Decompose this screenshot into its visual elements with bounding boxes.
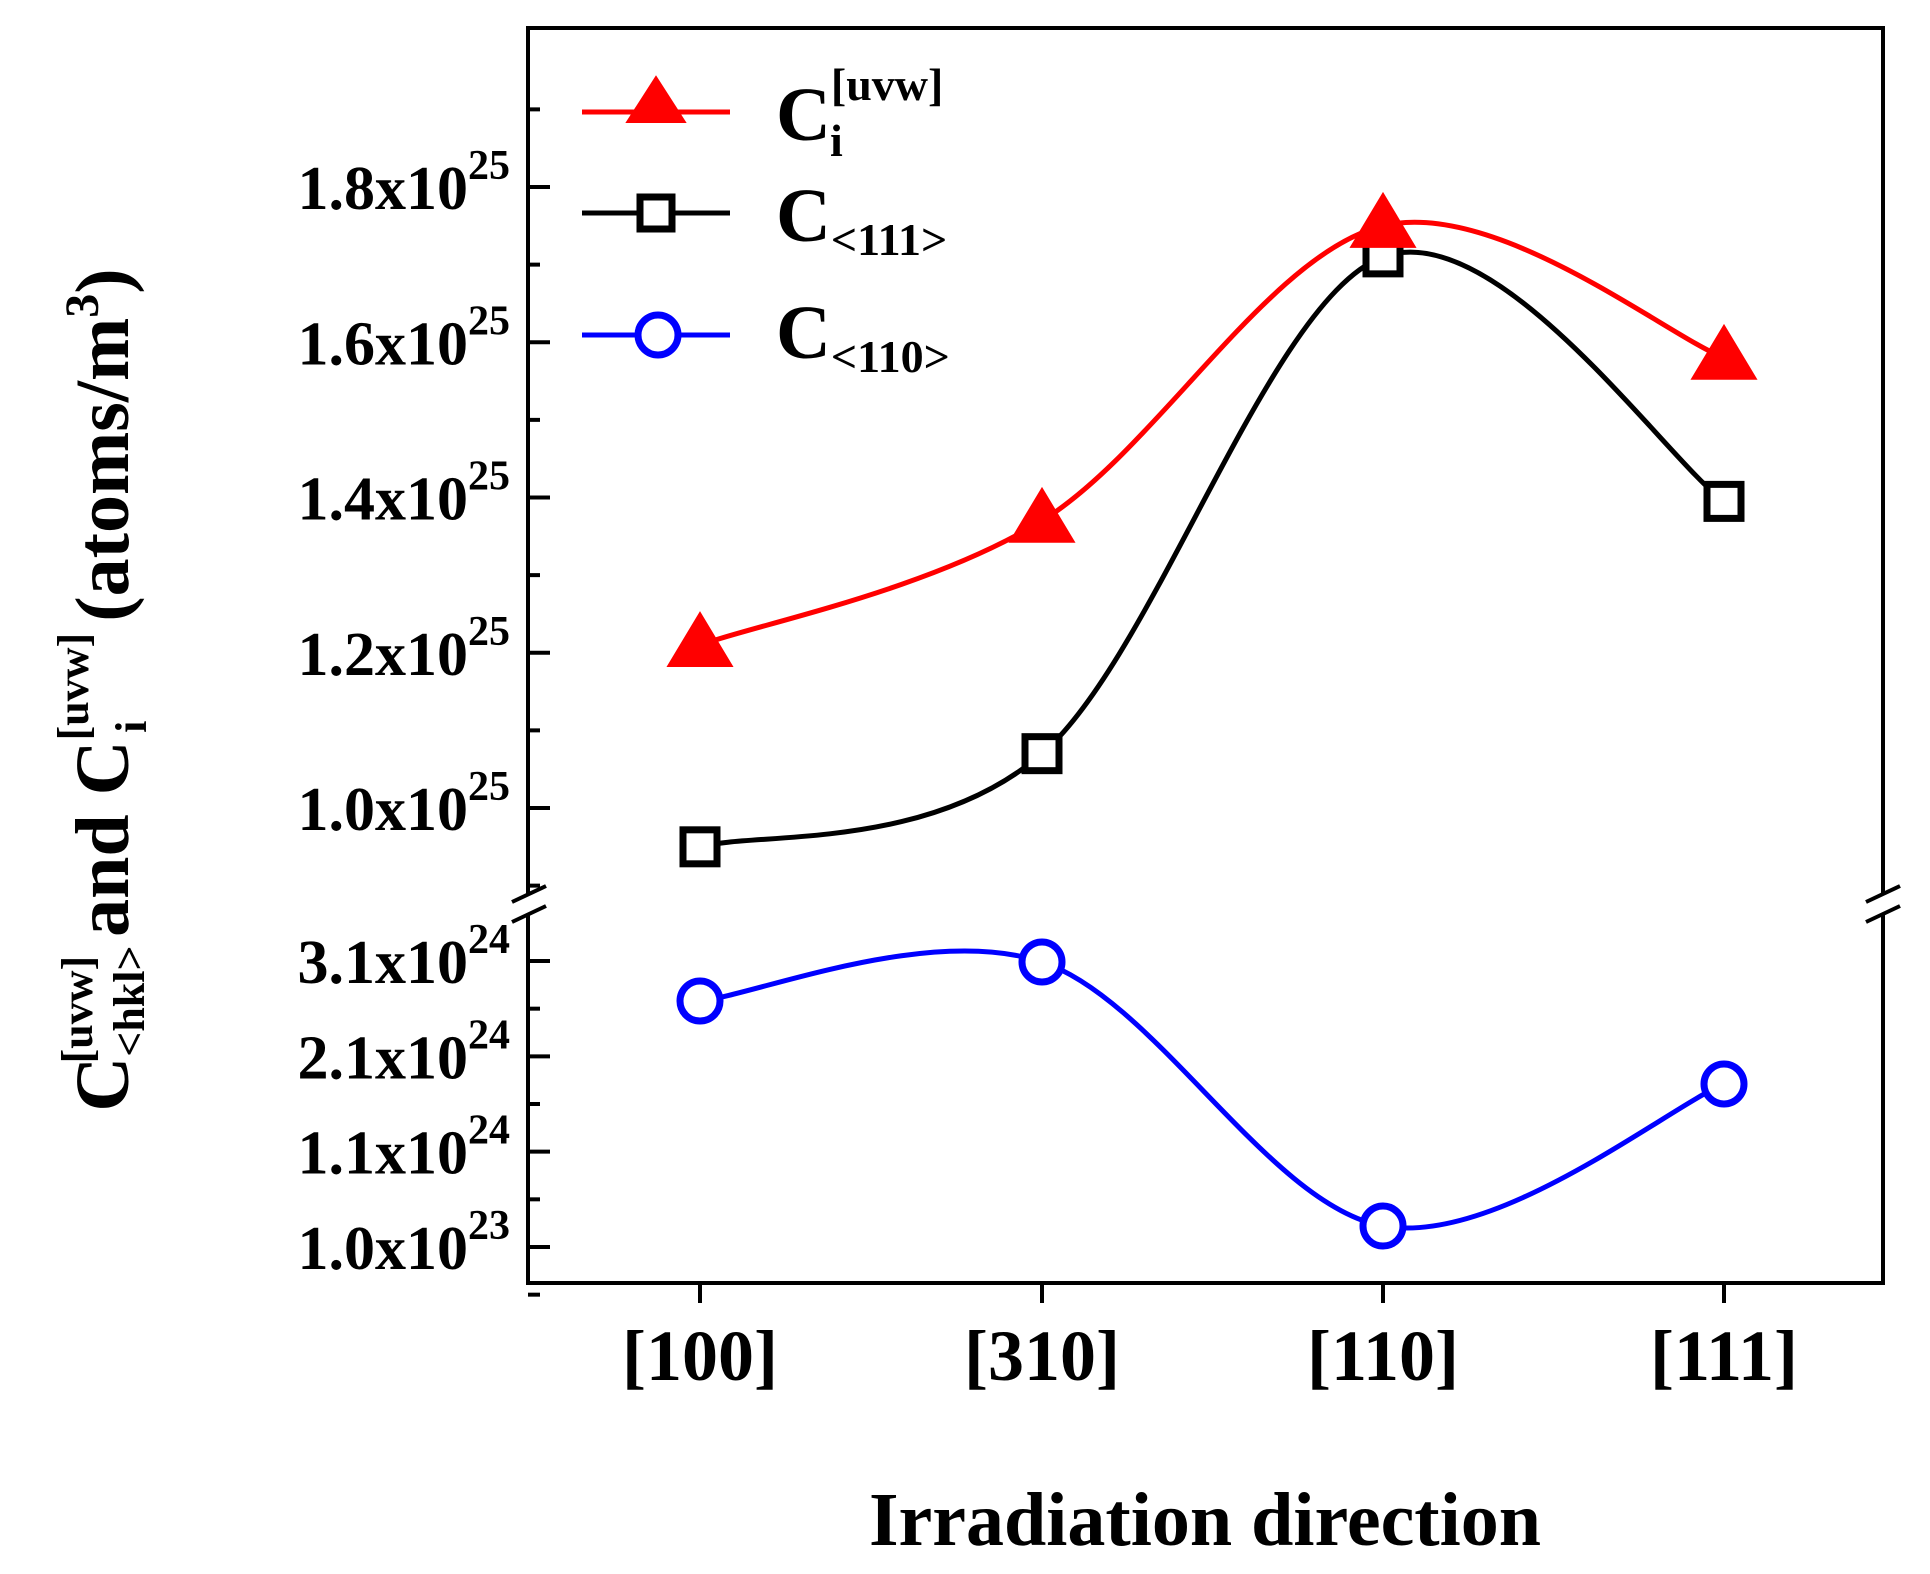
x-tick-label-1: [310] (964, 1316, 1120, 1396)
legend-item-c110: C<110> (582, 291, 950, 382)
series-line-1 (699, 249, 1726, 850)
x-axis-title: Irradiation direction (869, 1478, 1541, 1562)
y-title-mid: and (61, 795, 145, 956)
legend-ci-sup: [uvw] (831, 59, 943, 110)
series-1-point-0 (679, 826, 721, 868)
series-1-point-1 (1021, 733, 1063, 775)
series-group (666, 191, 1758, 1250)
y-title-sub1: <hkl> (105, 945, 154, 1056)
axis-break-mark-right-2 (1865, 904, 1901, 924)
lower-tick-exponent-1: 24 (468, 1108, 510, 1154)
lower-tick-exponent-0: 23 (468, 1203, 510, 1249)
legend-c110-main: C (776, 291, 831, 375)
upper-tick-label-0: 1.0x1025 (298, 764, 511, 844)
x-ticks: [100] [310] [110] [111] (622, 1283, 1798, 1396)
series-2-point-2 (1359, 1202, 1407, 1250)
series-2-point-1 (1018, 938, 1066, 986)
plot-frame (526, 26, 1885, 1285)
y-title-unit-sup: 3 (56, 294, 109, 318)
x-tick-label-2: [110] (1307, 1316, 1459, 1396)
lower-tick-mantissa-1: 1.1x10 (298, 1120, 469, 1188)
y-title-sub2: i (107, 721, 156, 733)
series-2-point-0 (676, 977, 724, 1025)
legend-c111-main: C (776, 174, 831, 258)
legend-label-c110: C<110> (776, 291, 950, 382)
series-0-point-0 (666, 611, 734, 667)
lower-tick-mantissa-0: 1.0x10 (298, 1215, 469, 1283)
legend-ci-sub: i (830, 115, 843, 166)
legend-item-ci: C[uvw] i (582, 59, 943, 166)
y-title-unit-end: ) (61, 268, 145, 293)
legend-marker-triangle (625, 75, 687, 123)
series-line-0 (699, 219, 1725, 648)
upper-tick-mantissa-0: 1.0x10 (298, 776, 469, 844)
lower-tick-exponent-3: 24 (468, 917, 510, 963)
y-axis-title: C<hkl>[uvw] and C[uvw] i (atoms/m3) (49, 268, 156, 1111)
axis-break-mark-left-1 (511, 884, 547, 904)
upper-tick-label-1: 1.2x1025 (298, 609, 511, 689)
y-title-sup1: [uvw] (53, 956, 102, 1064)
upper-tick-exponent-1: 25 (468, 609, 510, 655)
legend-c110-sub: <110> (831, 331, 950, 382)
y-title-unit: (atoms/m (61, 318, 145, 641)
upper-tick-mantissa-2: 1.4x10 (298, 466, 469, 534)
lower-tick-label-2: 2.1x1024 (298, 1012, 511, 1092)
upper-tick-mantissa-1: 1.2x10 (298, 621, 469, 689)
lower-tick-exponent-2: 24 (468, 1012, 510, 1058)
upper-tick-label-3: 1.6x1025 (298, 298, 511, 378)
lower-tick-mantissa-2: 2.1x10 (298, 1024, 469, 1092)
series-1-point-3 (1703, 480, 1745, 522)
series-0-point-3 (1690, 323, 1758, 380)
y-ticks: 1.0x10251.2x10251.4x10251.6x10251.8x1025… (298, 107, 550, 1297)
upper-tick-mantissa-4: 1.8x10 (298, 155, 469, 223)
lower-tick-label-1: 1.1x1024 (298, 1108, 511, 1188)
x-tick-label-0: [100] (622, 1316, 778, 1396)
legend-label-ci: C[uvw] i (776, 59, 943, 166)
legend: C[uvw] i C<111> C<110> (582, 59, 950, 382)
legend-c111-sub: <111> (831, 214, 947, 265)
series-line-2 (699, 948, 1725, 1231)
series-2-point-3 (1700, 1060, 1748, 1108)
upper-tick-exponent-3: 25 (468, 298, 510, 344)
plot-frame-group (511, 26, 1901, 1285)
legend-item-c111: C<111> (582, 174, 947, 265)
axis-break-mark-left-2 (511, 904, 547, 924)
legend-label-c111: C<111> (776, 174, 947, 265)
x-tick-label-3: [111] (1650, 1316, 1798, 1396)
upper-tick-label-4: 1.8x1025 (298, 143, 511, 223)
series-0-point-2 (1349, 191, 1417, 248)
upper-tick-mantissa-3: 1.6x10 (298, 310, 469, 378)
upper-tick-label-2: 1.4x1025 (298, 454, 511, 534)
y-title-c1: C (61, 1057, 145, 1112)
upper-tick-exponent-0: 25 (468, 764, 510, 810)
upper-tick-exponent-2: 25 (468, 454, 510, 500)
axis-break-mark-right-1 (1865, 884, 1901, 904)
lower-tick-label-3: 3.1x1024 (298, 917, 511, 997)
y-title-sup2: [uvw] (49, 633, 98, 741)
upper-tick-exponent-4: 25 (468, 143, 510, 189)
legend-marker-circle (634, 311, 682, 359)
lower-tick-label-0: 1.0x1023 (298, 1203, 511, 1283)
lower-tick-mantissa-3: 3.1x10 (298, 929, 469, 997)
y-title-c2: C (61, 740, 145, 795)
legend-marker-square (636, 193, 676, 233)
series-0-point-1 (1008, 486, 1076, 543)
legend-ci-main: C (776, 73, 831, 157)
